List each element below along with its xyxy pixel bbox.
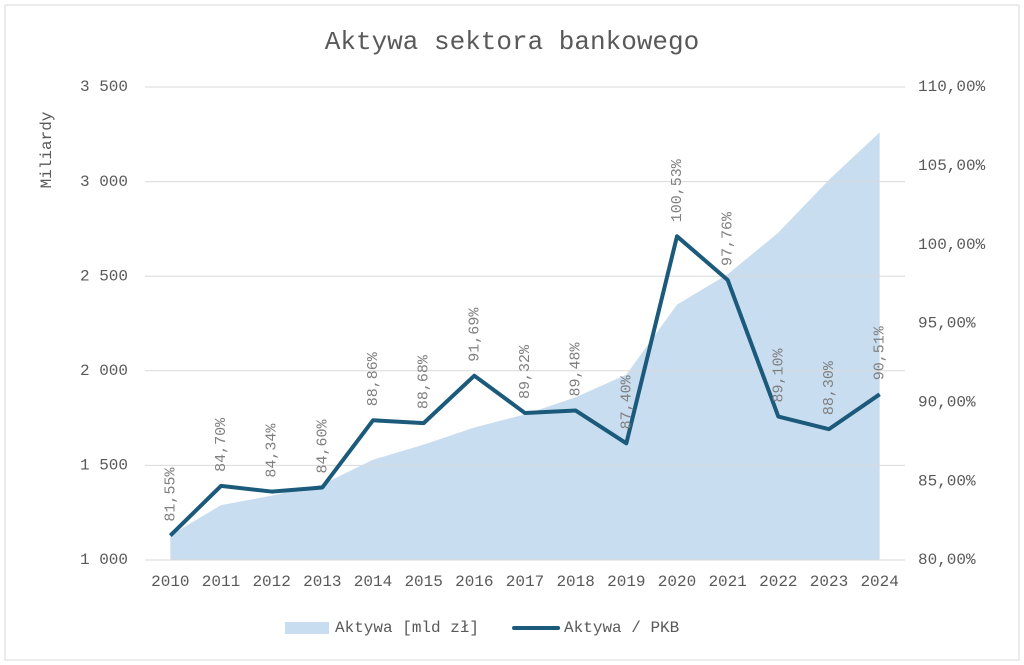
data-label: 87,40% bbox=[618, 374, 635, 429]
y-tick-label: 1 000 bbox=[80, 551, 128, 569]
y2-tick-label: 105,00% bbox=[918, 157, 986, 175]
data-label: 88,30% bbox=[821, 360, 838, 415]
chart-title: Aktywa sektora bankowego bbox=[325, 27, 699, 57]
y-axis-title: Miliardy bbox=[38, 111, 56, 188]
data-label: 84,60% bbox=[314, 418, 331, 473]
x-tick-label: 2021 bbox=[708, 573, 746, 591]
data-label: 84,70% bbox=[213, 417, 230, 472]
x-tick-label: 2011 bbox=[202, 573, 240, 591]
data-label: 84,34% bbox=[264, 423, 281, 478]
y-tick-label: 3 000 bbox=[80, 173, 128, 191]
data-label: 91,69% bbox=[466, 307, 483, 362]
x-tick-label: 2017 bbox=[506, 573, 544, 591]
data-label: 100,53% bbox=[669, 158, 686, 222]
x-tick-label: 2014 bbox=[354, 573, 392, 591]
data-label: 81,55% bbox=[162, 467, 179, 522]
legend-swatch bbox=[285, 622, 329, 634]
legend-label: Aktywa [mld zł] bbox=[335, 619, 479, 637]
x-tick-label: 2019 bbox=[607, 573, 645, 591]
y-tick-label: 2 500 bbox=[80, 267, 128, 285]
data-label: 89,10% bbox=[770, 348, 787, 403]
x-tick-label: 2024 bbox=[860, 573, 898, 591]
data-label: 97,76% bbox=[720, 211, 737, 266]
y2-tick-label: 80,00% bbox=[918, 551, 976, 569]
y-tick-label: 3 500 bbox=[80, 78, 128, 96]
y2-tick-label: 90,00% bbox=[918, 394, 976, 412]
data-label: 89,48% bbox=[568, 342, 585, 397]
grid bbox=[145, 86, 905, 561]
area bbox=[170, 132, 880, 560]
data-label: 88,68% bbox=[416, 354, 433, 409]
y2-tick-label: 95,00% bbox=[918, 315, 976, 333]
x-tick-label: 2015 bbox=[404, 573, 442, 591]
x-tick-label: 2023 bbox=[810, 573, 848, 591]
line bbox=[168, 234, 881, 537]
x-tick-label: 2013 bbox=[303, 573, 341, 591]
y-tick-label: 2 000 bbox=[80, 362, 128, 380]
legend-label: Aktywa / PKB bbox=[564, 619, 679, 637]
data-label: 90,51% bbox=[872, 325, 889, 380]
y-tick-label: 1 500 bbox=[80, 457, 128, 475]
x-tick-label: 2010 bbox=[151, 573, 189, 591]
x-tick-label: 2016 bbox=[455, 573, 493, 591]
x-tick-label: 2012 bbox=[252, 573, 290, 591]
y2-tick-label: 110,00% bbox=[918, 78, 986, 96]
x-tick-label: 2020 bbox=[658, 573, 696, 591]
data-label: 88,86% bbox=[365, 351, 382, 406]
y2-tick-label: 100,00% bbox=[918, 236, 986, 254]
x-tick-label: 2018 bbox=[556, 573, 594, 591]
y2-tick-label: 85,00% bbox=[918, 472, 976, 490]
data-label: 89,32% bbox=[517, 344, 534, 399]
x-tick-label: 2022 bbox=[759, 573, 797, 591]
